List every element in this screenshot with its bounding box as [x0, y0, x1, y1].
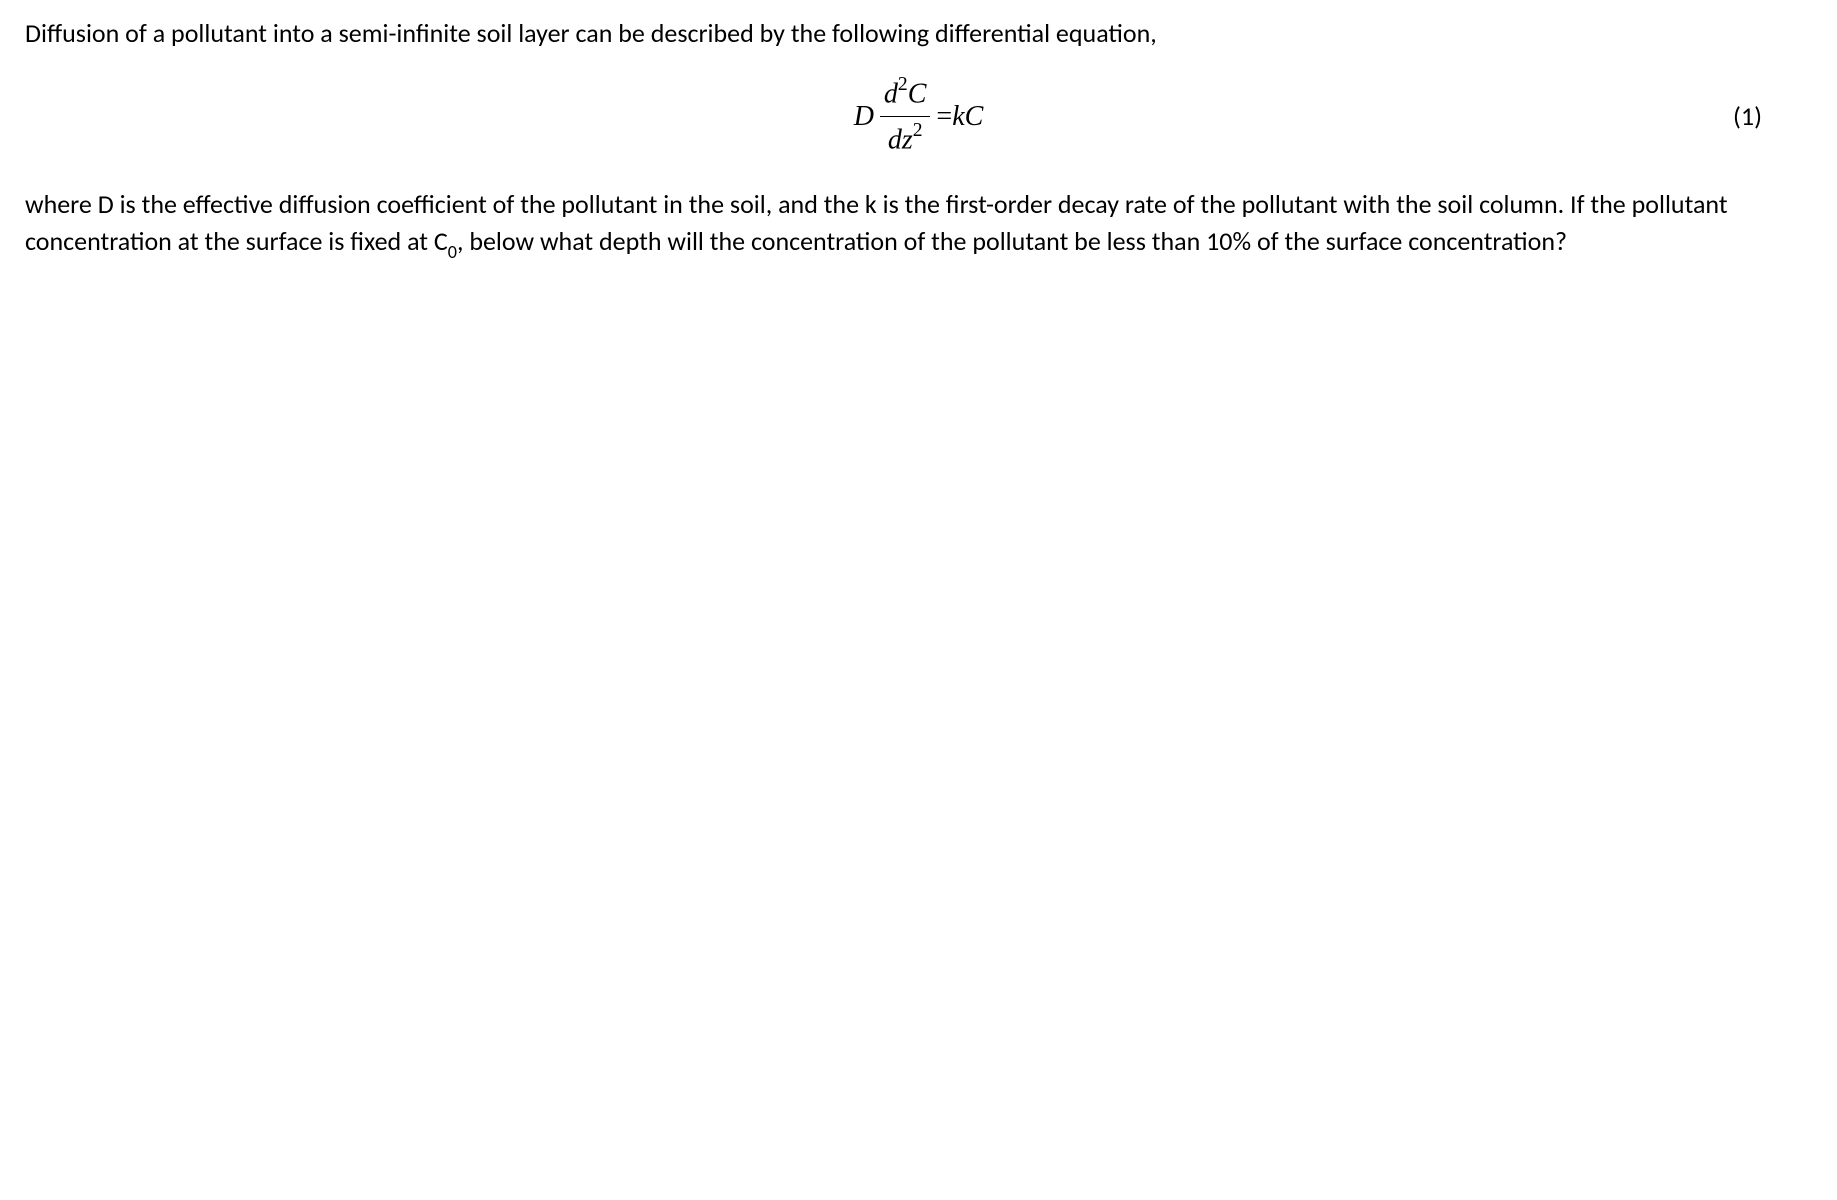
- equation-container: D d2C dz2 = kC (1): [25, 81, 1812, 151]
- denominator-dz: dz: [888, 124, 913, 155]
- equation-rhs: kC: [952, 97, 983, 136]
- question-text-part2: , below what depth will the concentratio…: [457, 225, 1567, 257]
- diffusion-equation: D d2C dz2 = kC: [854, 73, 984, 159]
- equation-fraction: d2C dz2: [880, 73, 930, 159]
- equation-number: (1): [1733, 98, 1762, 134]
- question-paragraph: where D is the effective diffusion coeff…: [25, 186, 1812, 263]
- c-subscript-zero: 0: [448, 241, 457, 263]
- equation-coeff-d: D: [854, 97, 874, 136]
- equation-denominator: dz2: [884, 117, 927, 160]
- numerator-d: d: [884, 79, 898, 110]
- intro-paragraph: Diffusion of a pollutant into a semi-inf…: [25, 15, 1812, 51]
- numerator-exp: 2: [898, 74, 908, 95]
- equation-equals: =: [936, 97, 952, 136]
- numerator-var: C: [908, 79, 927, 110]
- denominator-exp: 2: [913, 120, 923, 141]
- equation-numerator: d2C: [880, 73, 930, 117]
